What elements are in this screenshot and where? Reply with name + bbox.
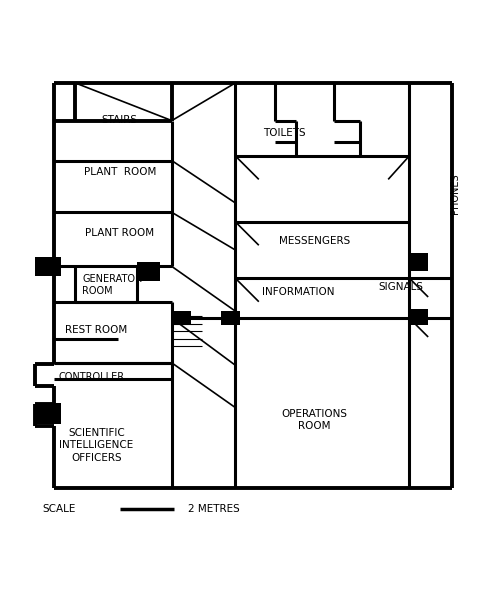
- Text: GENERATOR
ROOM: GENERATOR ROOM: [83, 274, 142, 296]
- Text: REST ROOM: REST ROOM: [65, 325, 128, 335]
- Text: PLANT ROOM: PLANT ROOM: [85, 229, 155, 239]
- Bar: [36, 403, 61, 424]
- Text: MESSENGERS: MESSENGERS: [279, 236, 350, 247]
- Text: TOILETS: TOILETS: [263, 128, 305, 138]
- Bar: [172, 311, 191, 326]
- Text: SIGNALS: SIGNALS: [379, 282, 424, 292]
- Text: INFORMATION: INFORMATION: [262, 287, 334, 297]
- Text: 2 METRES: 2 METRES: [188, 504, 240, 514]
- Text: SCIENTIFIC
INTELLIGENCE
OFFICERS: SCIENTIFIC INTELLIGENCE OFFICERS: [60, 428, 133, 463]
- Bar: [221, 311, 240, 326]
- Text: PLANT  ROOM: PLANT ROOM: [84, 168, 156, 178]
- Text: SCALE: SCALE: [42, 504, 76, 514]
- Bar: [136, 262, 160, 280]
- Text: STAIRS: STAIRS: [101, 115, 137, 125]
- Text: PHONES: PHONES: [450, 173, 460, 214]
- Text: OPERATIONS
ROOM: OPERATIONS ROOM: [281, 409, 348, 431]
- Bar: [409, 309, 428, 326]
- Bar: [36, 257, 61, 276]
- Bar: [409, 253, 428, 271]
- Text: CONTROLLER: CONTROLLER: [59, 372, 125, 382]
